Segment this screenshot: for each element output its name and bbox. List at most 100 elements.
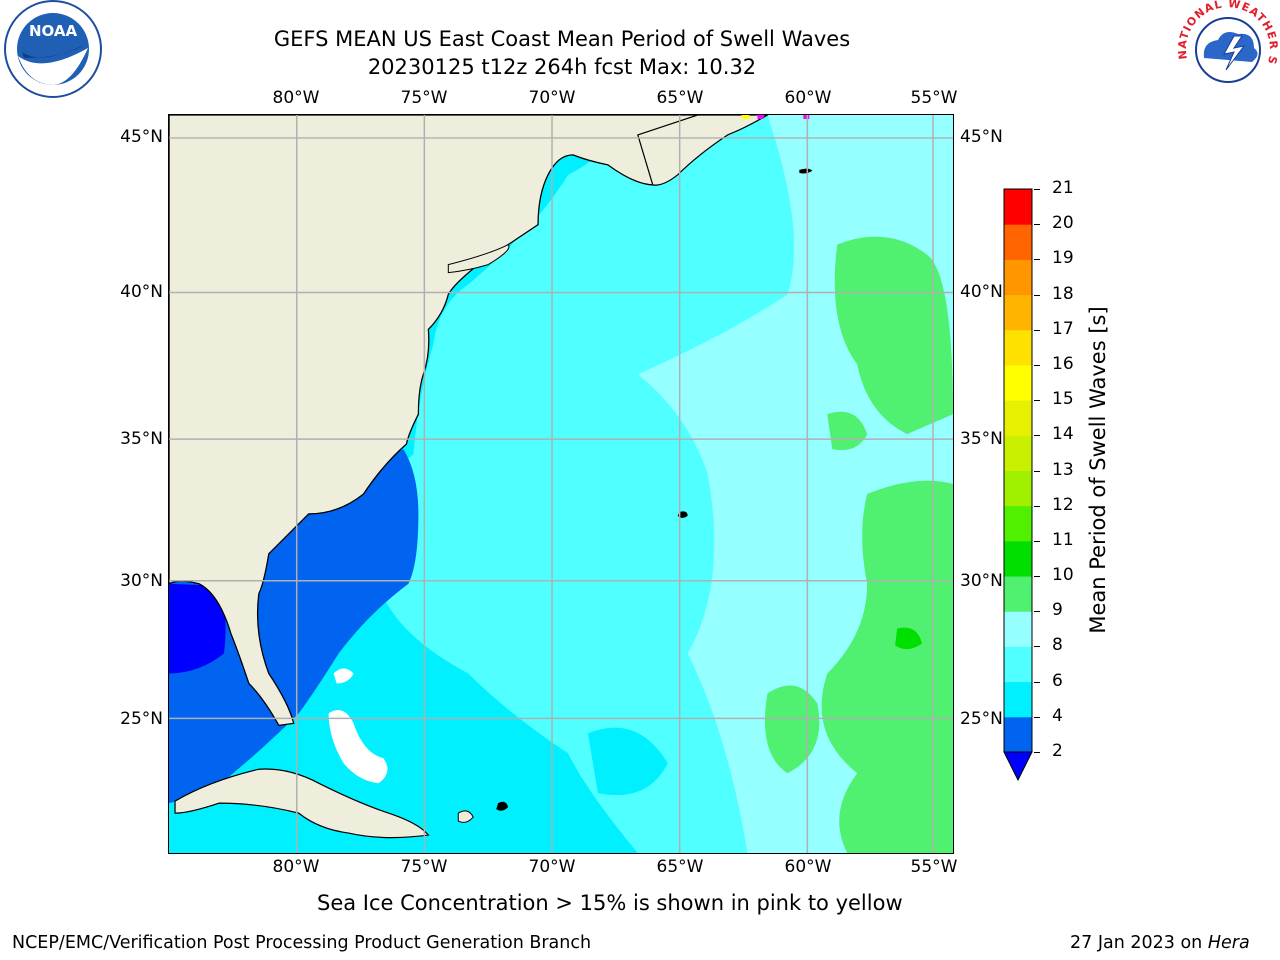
land-nova-scotia	[637, 115, 769, 186]
lon-tick-bottom: 65°W	[656, 857, 704, 877]
lon-tick-bottom: 70°W	[528, 857, 576, 877]
land-us-east-coast	[169, 115, 728, 727]
colorbar-segment	[1004, 540, 1032, 577]
sea-ice-spot	[757, 115, 764, 119]
noaa-logo-text: NOAA	[29, 22, 78, 40]
land-bahamas	[333, 668, 354, 684]
sea-ice-note: Sea Ice Concentration > 15% is shown in …	[317, 891, 903, 915]
land-cuba	[174, 768, 430, 839]
colorbar-tick-label: 2	[1052, 741, 1063, 761]
long-island	[447, 244, 510, 274]
colorbar-tick-label: 17	[1052, 318, 1074, 339]
footer-host: Hera	[1207, 933, 1250, 953]
contour-below-2	[169, 583, 226, 674]
graticule	[169, 115, 953, 853]
colorbar-tick-label: 6	[1052, 670, 1063, 691]
colorbar-segment	[1004, 716, 1032, 753]
chart-subtitle: 20230125 t12z 264h fcst Max: 10.32	[367, 55, 757, 79]
colorbar-tick-mark	[1034, 400, 1040, 402]
island	[496, 801, 509, 811]
colorbar-tick-mark	[1034, 505, 1040, 507]
contour-6-8	[587, 727, 668, 796]
colorbar-tick-label: 13	[1052, 459, 1074, 480]
footer-date: 27 Jan 2023 on	[1070, 933, 1208, 953]
colorbar-segment	[1004, 435, 1032, 471]
contour-9-10	[827, 411, 868, 451]
colorbar-tick-mark	[1034, 611, 1040, 613]
chart-title: GEFS MEAN US East Coast Mean Period of S…	[273, 27, 851, 51]
colorbar-tick-label: 4	[1052, 705, 1063, 726]
lat-tick-left: 45°N	[120, 127, 163, 147]
lon-tick-bottom: 55°W	[910, 857, 958, 877]
colorbar-segment	[1004, 576, 1032, 612]
noaa-logo: NOAA	[4, 0, 102, 98]
colorbar-segment	[1004, 505, 1032, 542]
colorbar-segment	[1004, 681, 1032, 718]
lat-tick-left: 40°N	[120, 282, 163, 302]
footer-left: NCEP/EMC/Verification Post Processing Pr…	[12, 933, 592, 953]
colorbar-segment	[1004, 329, 1032, 366]
colorbar-tick-mark	[1034, 752, 1040, 753]
colorbar-segment	[1004, 224, 1032, 260]
lat-tick-right: 35°N	[960, 429, 1003, 449]
colorbar-tick-label: 9	[1052, 600, 1063, 621]
colorbar-tick-label: 21	[1052, 178, 1074, 198]
colorbar-tick-label: 15	[1052, 389, 1074, 410]
footer-right: 27 Jan 2023 on Hera	[1070, 933, 1250, 953]
lon-tick-top: 55°W	[910, 88, 958, 108]
lon-tick-top: 65°W	[656, 88, 704, 108]
colorbar-tick-mark	[1034, 681, 1040, 683]
colorbar-segment	[1004, 189, 1032, 225]
colorbar-ticks: 2 4 6 8 9 10 11 12 13 14 15 16 17 18 19 20 21	[1034, 0, 1092, 960]
contour-9-10	[821, 480, 953, 853]
contour-9-10	[764, 685, 820, 774]
lon-tick-bottom: 75°W	[400, 857, 448, 877]
lat-tick-right: 30°N	[960, 571, 1003, 591]
colorbar-segment	[1004, 646, 1032, 683]
colorbar-tick-label: 8	[1052, 635, 1063, 656]
contour-10-11	[895, 627, 923, 650]
colorbar-tick-label: 19	[1052, 248, 1074, 269]
colorbar-tick-mark	[1034, 189, 1040, 190]
colorbar-tick-mark	[1034, 259, 1040, 261]
colorbar-segment	[1004, 294, 1032, 331]
lon-tick-top: 80°W	[272, 88, 320, 108]
colorbar-tick-mark	[1034, 646, 1040, 648]
lon-tick-bottom: 80°W	[272, 857, 320, 877]
swell-period-map	[168, 114, 954, 854]
island	[799, 168, 813, 174]
colorbar-extend-triangle	[1003, 751, 1033, 782]
lat-tick-right: 25°N	[960, 709, 1003, 729]
lon-tick-bottom: 60°W	[784, 857, 832, 877]
colorbar-tick-mark	[1034, 576, 1040, 578]
lat-tick-right: 40°N	[960, 282, 1003, 302]
colorbar-tick-mark	[1034, 540, 1040, 542]
lon-tick-top: 75°W	[400, 88, 448, 108]
colorbar-label: Mean Period of Swell Waves [s]	[1086, 306, 1110, 634]
colorbar-tick-label: 12	[1052, 494, 1074, 515]
colorbar-segment	[1004, 259, 1032, 296]
colorbar	[1003, 188, 1033, 782]
colorbar-tick-mark	[1034, 224, 1040, 226]
colorbar-tick-mark	[1034, 435, 1040, 437]
colorbar-tick-label: 14	[1052, 424, 1074, 445]
colorbar-segment	[1004, 470, 1032, 507]
lat-tick-right: 45°N	[960, 127, 1003, 147]
contour-9-10	[834, 236, 953, 435]
colorbar-tick-mark	[1034, 294, 1040, 296]
sea-ice-spot	[803, 115, 810, 119]
lat-tick-left: 30°N	[120, 571, 163, 591]
colorbar-tick-mark	[1034, 716, 1040, 718]
colorbar-tick-mark	[1034, 364, 1040, 366]
colorbar-segment	[1004, 364, 1032, 401]
land-bahamas	[328, 710, 388, 784]
colorbar-tick-label: 10	[1052, 565, 1074, 586]
sea-ice-spot	[741, 115, 750, 119]
colorbar-outline	[1003, 188, 1033, 753]
colorbar-tick-label: 16	[1052, 353, 1074, 374]
colorbar-tick-label: 20	[1052, 213, 1074, 234]
colorbar-segment	[1004, 400, 1032, 436]
lon-tick-top: 70°W	[528, 88, 576, 108]
colorbar-tick-label: 11	[1052, 529, 1074, 550]
colorbar-tick-mark	[1034, 329, 1040, 331]
